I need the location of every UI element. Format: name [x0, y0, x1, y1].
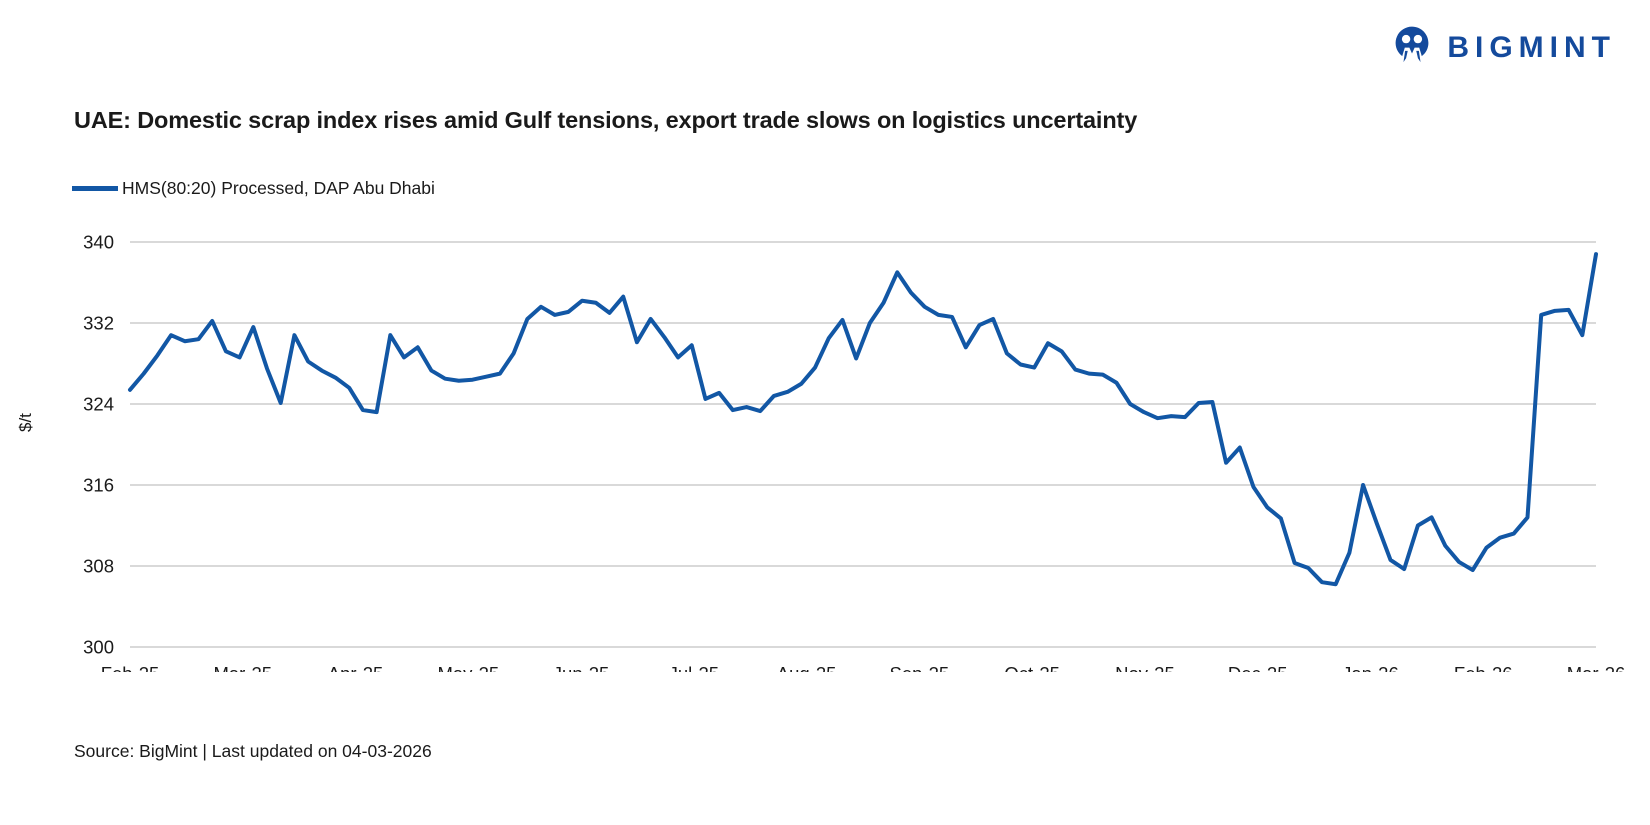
y-axis-tick-label: 340	[83, 232, 114, 253]
legend-item-label: HMS(80:20) Processed, DAP Abu Dhabi	[122, 178, 435, 198]
x-axis-tick-label: Aug-25	[777, 663, 837, 672]
y-axis-tick-label: 332	[83, 313, 114, 334]
line-chart-svg: 300 308 316 324 332 340 Feb-25 Mar-25 Apr-25 May…	[83, 232, 1626, 673]
x-axis-tick-label: Mar-25	[213, 663, 272, 672]
y-axis-tick-labels: 300 308 316 324 332 340	[83, 232, 114, 658]
x-axis-tick-label: Feb-26	[1454, 663, 1513, 672]
x-axis-tick-label: Oct-25	[1004, 663, 1060, 672]
source-note: Source: BigMint | Last updated on 04-03-…	[74, 741, 432, 761]
x-axis-tick-label: Jul-25	[669, 663, 719, 672]
x-axis-tick-label: Jun-25	[553, 663, 610, 672]
brand-header: BIGMINT	[1391, 24, 1616, 71]
x-axis-tick-label: Sep-25	[890, 663, 950, 672]
x-axis-tick-label: Feb-25	[101, 663, 160, 672]
x-axis-tick-label: May-25	[437, 663, 499, 672]
x-axis-tick-label: Mar-26	[1567, 663, 1626, 672]
chart-title: UAE: Domestic scrap index rises amid Gul…	[74, 107, 1138, 133]
gridlines	[130, 241, 1596, 648]
legend-color-swatch	[72, 186, 118, 191]
x-axis-tick-label: Nov-25	[1115, 663, 1175, 672]
chart-legend: HMS(80:20) Processed, DAP Abu Dhabi	[72, 178, 435, 199]
chart-plot-area: 300 308 316 324 332 340 Feb-25 Mar-25 Apr-25 May…	[0, 222, 1650, 673]
y-axis-tick-label: 300	[83, 637, 114, 658]
bigmint-people-logo-icon	[1391, 24, 1433, 71]
brand-name: BIGMINT	[1447, 30, 1616, 64]
series-line-hms-8020	[128, 252, 1598, 587]
y-axis-tick-label: 324	[83, 394, 114, 415]
x-axis-tick-label: Jan-26	[1342, 663, 1399, 672]
x-axis-tick-label: Apr-25	[328, 663, 384, 672]
y-axis-tick-label: 316	[83, 475, 114, 496]
x-axis-tick-label: Dec-25	[1228, 663, 1288, 672]
y-axis-tick-label: 308	[83, 556, 114, 577]
x-axis-tick-labels: Feb-25 Mar-25 Apr-25 May-25 Jun-25 Jul-25 Aug-…	[101, 663, 1626, 672]
